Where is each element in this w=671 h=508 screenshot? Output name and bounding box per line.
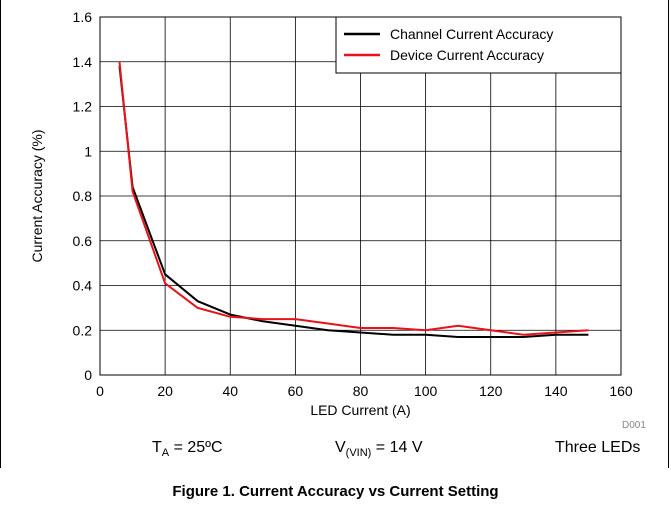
x-tick-label: 20 (157, 383, 173, 399)
figure-caption: Figure 1. Current Accuracy vs Current Se… (172, 483, 499, 500)
ambient-temperature-condition: TA = 25ºC (152, 439, 223, 459)
legend-entry: Channel Current Accuracy (390, 26, 553, 42)
plot-series (118, 61, 589, 338)
x-tick-label: 40 (222, 383, 238, 399)
y-tick-label: 1 (84, 143, 92, 159)
y-tick-label: 0.4 (73, 278, 93, 294)
legend: Channel Current Accuracy Device Current A… (335, 16, 622, 74)
x-tick-label: 100 (414, 383, 438, 399)
y-tick-label: 1.4 (73, 54, 93, 70)
led-count-condition: Three LEDs (555, 439, 641, 456)
figure-id: D001 (622, 420, 646, 431)
x-tick-label: 120 (479, 383, 503, 399)
series-line-2 (118, 61, 589, 336)
input-voltage-condition: V(VIN) = 14 V (335, 439, 423, 459)
y-tick-label: 0.6 (73, 233, 93, 249)
y-tick-label: 0 (84, 367, 92, 383)
legend-entry: Device Current Accuracy (390, 47, 544, 63)
y-tick-label: 0.2 (73, 322, 93, 338)
x-tick-label: 60 (288, 383, 304, 399)
series-line-1 (118, 66, 589, 338)
x-tick-labels: 0 20 40 60 80 100 120 140 160 (96, 383, 633, 399)
x-axis-label: LED Current (A) (310, 402, 410, 418)
chart: 0 20 40 60 80 100 120 140 160 0 0.2 0.4 0.6 0.8 1 1.2 1… (29, 9, 633, 418)
x-tick-label: 140 (544, 383, 568, 399)
figure-frame (0, 0, 669, 468)
vin-symbol: V (335, 439, 346, 456)
legend-box (335, 16, 622, 74)
vin-value: = 14 V (371, 439, 423, 456)
x-tick-label: 80 (353, 383, 369, 399)
vin-subscript: (VIN) (345, 447, 372, 460)
y-axis-label: Current Accuracy (%) (29, 129, 45, 262)
y-tick-labels: 0 0.2 0.4 0.6 0.8 1 1.2 1.4 1.6 (73, 9, 93, 383)
ta-symbol: T (152, 439, 162, 456)
ta-subscript: A (161, 447, 170, 460)
y-tick-label: 1.2 (73, 99, 93, 115)
x-tick-label: 0 (96, 383, 104, 399)
y-tick-label: 1.6 (73, 9, 93, 25)
x-tick-label: 160 (609, 383, 633, 399)
y-tick-label: 0.8 (73, 188, 93, 204)
ta-value: = 25ºC (169, 439, 223, 456)
